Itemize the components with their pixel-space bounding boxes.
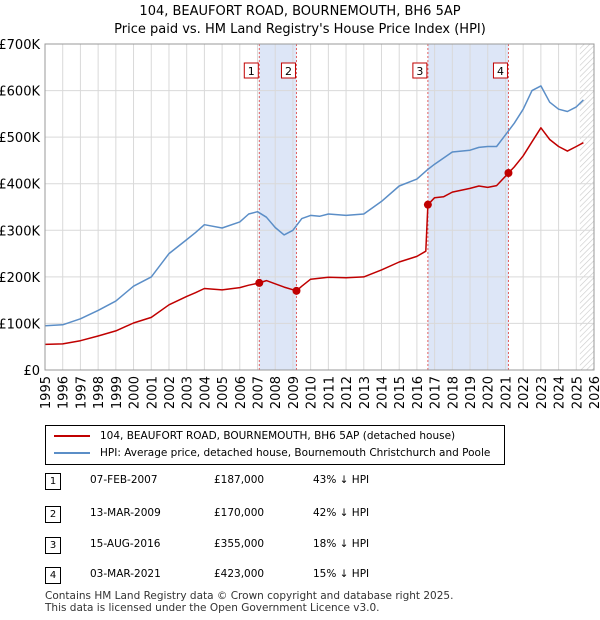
x-tick-label: 2001 (145, 376, 160, 409)
x-tick-label: 1999 (110, 376, 125, 409)
sale-label-number: 1 (248, 65, 255, 78)
y-tick-label: £300K (0, 224, 40, 239)
sale-label-box (492, 62, 508, 79)
x-tick-label: 2006 (234, 376, 249, 409)
sale-number: 1 (45, 473, 61, 490)
forecast-region (579, 44, 594, 370)
x-tick-label: 2019 (464, 376, 479, 409)
x-tick-label: 1996 (57, 376, 72, 409)
x-tick-label: 1995 (39, 376, 54, 409)
sale-point (504, 169, 513, 178)
sale-label-box (412, 62, 428, 79)
legend: 104, BEAUFORT ROAD, BOURNEMOUTH, BH6 5AP… (45, 425, 505, 465)
x-tick-label: 2011 (322, 376, 337, 409)
x-tick-label: 2009 (287, 376, 302, 409)
x-tick-label: 2016 (411, 376, 426, 409)
sale-price: £187,000 (214, 474, 265, 486)
sale-number: 3 (45, 537, 61, 554)
sale-date: 07-FEB-2007 (90, 474, 158, 486)
legend-label-property: 104, BEAUFORT ROAD, BOURNEMOUTH, BH6 5AP… (100, 430, 456, 442)
x-tick-label: 2013 (358, 376, 373, 409)
x-tick-label: 2015 (393, 376, 408, 409)
sale-point (255, 278, 264, 287)
x-tick-label: 2004 (198, 376, 213, 409)
y-tick-label: £0 (23, 364, 40, 379)
sale-hpi-diff: 42% ↓ HPI (313, 507, 370, 519)
x-tick-label: 2007 (252, 376, 267, 409)
sale-price: £170,000 (214, 507, 265, 519)
y-tick-label: £500K (0, 131, 40, 146)
sale-number: 2 (45, 506, 61, 523)
sale-row: 3 15-AUG-2016 £355,000 18% ↓ HPI (0, 536, 600, 556)
y-tick-label: £400K (0, 178, 40, 193)
sale-date: 13-MAR-2009 (90, 507, 161, 519)
sale-row: 1 07-FEB-2007 £187,000 43% ↓ HPI (0, 472, 600, 492)
legend-item-hpi: HPI: Average price, detached house, Bour… (54, 445, 490, 461)
ownership-shade (427, 44, 509, 370)
sale-label-number: 4 (497, 65, 504, 78)
x-tick-label: 2023 (535, 376, 550, 409)
x-tick-label: 2014 (375, 376, 390, 409)
x-tick-label: 2010 (305, 376, 320, 409)
legend-label-hpi: HPI: Average price, detached house, Bour… (100, 447, 491, 459)
sale-hpi-diff: 15% ↓ HPI (313, 568, 370, 580)
x-tick-label: 2026 (588, 376, 600, 409)
x-tick-label: 2022 (517, 376, 532, 409)
footer-copyright: Contains HM Land Registry data © Crown c… (45, 590, 454, 602)
sale-label-number: 2 (285, 65, 292, 78)
sale-date: 15-AUG-2016 (90, 538, 161, 550)
sale-label-box (243, 62, 259, 79)
x-tick-label: 2005 (216, 376, 231, 409)
ownership-shade (259, 44, 297, 370)
sale-point (423, 200, 432, 209)
sale-row: 4 03-MAR-2021 £423,000 15% ↓ HPI (0, 566, 600, 586)
y-tick-label: £200K (0, 271, 40, 286)
x-tick-label: 2021 (499, 376, 514, 409)
x-tick-label: 1997 (74, 376, 89, 409)
sale-label-number: 3 (416, 65, 423, 78)
price-chart: £0 £100K £200K £300K £400K £500K £600K £700K 199… (0, 38, 600, 409)
x-tick-label: 2018 (446, 376, 461, 409)
chart-title-line2: Price paid vs. HM Land Registry's House … (114, 22, 486, 37)
sale-row: 2 13-MAR-2009 £170,000 42% ↓ HPI (0, 505, 600, 525)
hpi-line (44, 85, 584, 327)
legend-swatch-hpi (54, 452, 90, 454)
sale-price: £355,000 (214, 538, 265, 550)
property-price-line (44, 127, 584, 346)
sale-number: 4 (45, 567, 61, 584)
x-tick-label: 2002 (163, 376, 178, 409)
sale-hpi-diff: 18% ↓ HPI (313, 538, 370, 550)
x-tick-label: 2003 (181, 376, 196, 409)
sale-date: 03-MAR-2021 (90, 568, 161, 580)
x-tick-label: 2012 (340, 376, 355, 409)
plot-border (44, 43, 595, 371)
y-tick-label: £600K (0, 85, 40, 100)
footer: Contains HM Land Registry data © Crown c… (45, 590, 453, 614)
x-tick-label: 2008 (269, 376, 284, 409)
x-tick-label: 2020 (482, 376, 497, 409)
sale-price: £423,000 (214, 568, 265, 580)
legend-swatch-property (54, 435, 90, 437)
y-tick-label: £100K (0, 317, 40, 332)
chart-title-line1: 104, BEAUFORT ROAD, BOURNEMOUTH, BH6 5AP (139, 4, 461, 19)
x-tick-label: 2000 (128, 376, 143, 409)
x-tick-label: 1998 (92, 376, 107, 409)
sale-hpi-diff: 43% ↓ HPI (313, 474, 370, 486)
x-tick-label: 2025 (570, 376, 585, 409)
sale-label-box (280, 62, 296, 79)
x-tick-label: 2024 (553, 376, 568, 409)
plot-area (45, 44, 594, 370)
footer-licence: This data is licensed under the Open Gov… (45, 602, 380, 614)
x-tick-label: 2017 (429, 376, 444, 409)
sale-point (292, 286, 301, 295)
legend-item-property: 104, BEAUFORT ROAD, BOURNEMOUTH, BH6 5AP… (54, 428, 455, 444)
y-tick-label: £700K (0, 38, 40, 53)
